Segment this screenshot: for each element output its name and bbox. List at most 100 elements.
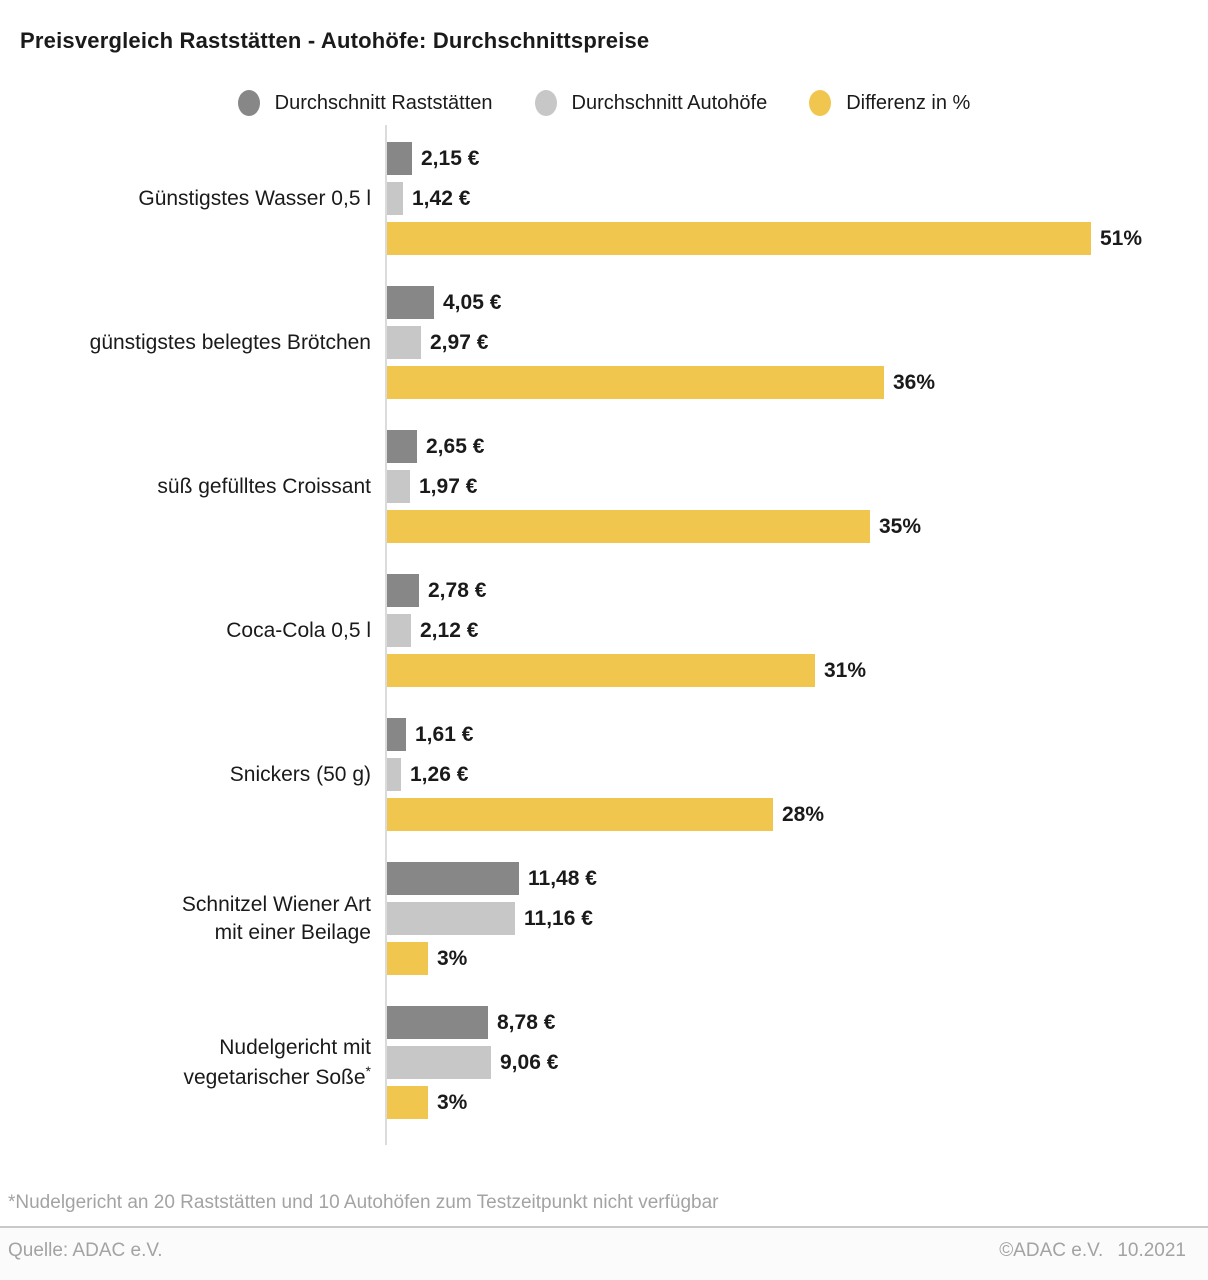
category-label-line: Coca-Cola 0,5 l — [226, 618, 371, 642]
chart: Günstigstes Wasser 0,5 l 2,15 € 1,42 € 51% g… — [0, 125, 1208, 1145]
source-text: Quelle: ADAC e.V. — [8, 1240, 163, 1261]
footnote-marker-asterisk: * — [365, 1062, 371, 1079]
chart-group: Schnitzel Wiener Art mit einer Beilage 11,… — [0, 862, 1208, 975]
bar-stack: 2,15 € 1,42 € 51% — [387, 142, 1142, 255]
bar-autohoefe — [387, 1046, 491, 1079]
bar-value-label: 1,26 € — [410, 762, 469, 786]
bar-row: 31% — [387, 654, 866, 687]
bar-row: 51% — [387, 222, 1142, 255]
bar-differenz — [387, 654, 815, 687]
bar-differenz — [387, 798, 773, 831]
chart-group: Coca-Cola 0,5 l 2,78 € 2,12 € 31% — [0, 574, 1208, 687]
category-label: Snickers (50 g) — [0, 761, 371, 789]
bar-value-label: 2,15 € — [421, 146, 480, 170]
bar-row: 1,42 € — [387, 182, 1142, 215]
bar-row: 2,15 € — [387, 142, 1142, 175]
bar-value-label: 2,78 € — [428, 578, 487, 602]
bar-raststaetten — [387, 1006, 488, 1039]
bar-stack: 2,78 € 2,12 € 31% — [387, 574, 866, 687]
category-label-line: Schnitzel Wiener Art — [181, 892, 371, 916]
footer: Quelle: ADAC e.V. ©ADAC e.V. 10.2021 — [0, 1228, 1208, 1280]
bar-value-label: 3% — [437, 946, 468, 970]
bar-differenz — [387, 222, 1091, 255]
bar-differenz — [387, 1086, 428, 1119]
bar-value-label: 3% — [437, 1090, 468, 1114]
bar-differenz — [387, 510, 870, 543]
category-label-line: mit einer Beilage — [214, 920, 371, 944]
bar-stack: 8,78 € 9,06 € 3% — [387, 1006, 558, 1119]
bar-row: 9,06 € — [387, 1046, 558, 1079]
copyright-text: ©ADAC e.V. 10.2021 — [999, 1240, 1186, 1262]
date-label: 10.2021 — [1117, 1240, 1186, 1261]
bar-value-label: 28% — [782, 802, 825, 826]
bar-row: 4,05 € — [387, 286, 935, 319]
legend-label: Durchschnitt Autohöfe — [571, 91, 768, 114]
bar-value-label: 11,48 € — [528, 866, 597, 890]
chart-group: Günstigstes Wasser 0,5 l 2,15 € 1,42 € 51% — [0, 142, 1208, 255]
bar-value-label: 2,12 € — [420, 618, 479, 642]
bar-row: 1,97 € — [387, 470, 921, 503]
bar-value-label: 1,42 € — [412, 186, 471, 210]
bar-autohoefe — [387, 614, 411, 647]
chart-group: Snickers (50 g) 1,61 € 1,26 € 28% — [0, 718, 1208, 831]
category-label-line: süß gefülltes Croissant — [157, 474, 371, 498]
category-label: süß gefülltes Croissant — [0, 473, 371, 501]
bar-raststaetten — [387, 286, 434, 319]
legend: Durchschnitt Raststätten Durchschnitt Au… — [0, 90, 1208, 116]
category-label-line: vegetarischer Soße* — [183, 1062, 371, 1089]
bar-row: 3% — [387, 942, 597, 975]
bar-row: 2,97 € — [387, 326, 935, 359]
bar-row: 1,26 € — [387, 758, 824, 791]
legend-label: Durchschnitt Raststätten — [274, 91, 493, 114]
bar-row: 11,16 € — [387, 902, 597, 935]
legend-item-autohoefe: Durchschnitt Autohöfe — [534, 90, 768, 116]
bar-autohoefe — [387, 470, 410, 503]
category-label: Schnitzel Wiener Art mit einer Beilage — [0, 891, 371, 946]
legend-label: Differenz in % — [846, 91, 971, 114]
bar-row: 8,78 € — [387, 1006, 558, 1039]
bar-value-label: 9,06 € — [500, 1050, 559, 1074]
bar-value-label: 1,61 € — [415, 722, 474, 746]
category-label: Nudelgericht mit vegetarischer Soße* — [0, 1034, 371, 1091]
page-title: Preisvergleich Raststätten - Autohöfe: D… — [20, 28, 650, 53]
legend-dot-raststaetten-icon — [237, 90, 260, 116]
footer-divider — [0, 1226, 1208, 1228]
bar-raststaetten — [387, 430, 417, 463]
copyright-label: ©ADAC e.V. — [999, 1240, 1104, 1261]
bar-raststaetten — [387, 718, 406, 751]
bar-row: 2,78 € — [387, 574, 866, 607]
legend-item-differenz: Differenz in % — [809, 90, 970, 116]
footer-area: *Nudelgericht an 20 Raststätten und 10 A… — [0, 1192, 1208, 1280]
bar-value-label: 1,97 € — [419, 474, 478, 498]
chart-group: Nudelgericht mit vegetarischer Soße* 8,78 … — [0, 1006, 1208, 1119]
y-axis-line — [385, 125, 387, 1145]
bar-autohoefe — [387, 758, 401, 791]
bar-stack: 1,61 € 1,26 € 28% — [387, 718, 824, 831]
legend-dot-autohoefe-icon — [534, 90, 557, 116]
bar-value-label: 11,16 € — [524, 906, 593, 930]
bar-value-label: 2,97 € — [430, 330, 489, 354]
bar-raststaetten — [387, 574, 419, 607]
legend-item-raststaetten: Durchschnitt Raststätten — [237, 90, 493, 116]
bar-autohoefe — [387, 902, 515, 935]
bar-stack: 4,05 € 2,97 € 36% — [387, 286, 935, 399]
category-label-line: günstigstes belegtes Brötchen — [89, 330, 371, 354]
bar-stack: 2,65 € 1,97 € 35% — [387, 430, 921, 543]
bar-row: 1,61 € — [387, 718, 824, 751]
bar-raststaetten — [387, 142, 412, 175]
bar-row: 28% — [387, 798, 824, 831]
category-label: Günstigstes Wasser 0,5 l — [0, 185, 371, 213]
bar-value-label: 51% — [1100, 226, 1143, 250]
bar-value-label: 4,05 € — [443, 290, 502, 314]
chart-groups: Günstigstes Wasser 0,5 l 2,15 € 1,42 € 51% g… — [0, 142, 1208, 1119]
bar-value-label: 35% — [879, 514, 922, 538]
bar-raststaetten — [387, 862, 519, 895]
category-label-line: Snickers (50 g) — [229, 762, 371, 786]
bar-row: 3% — [387, 1086, 558, 1119]
legend-dot-differenz-icon — [809, 90, 832, 116]
bar-value-label: 8,78 € — [497, 1010, 556, 1034]
bar-row: 2,65 € — [387, 430, 921, 463]
bar-differenz — [387, 366, 884, 399]
bar-row: 35% — [387, 510, 921, 543]
